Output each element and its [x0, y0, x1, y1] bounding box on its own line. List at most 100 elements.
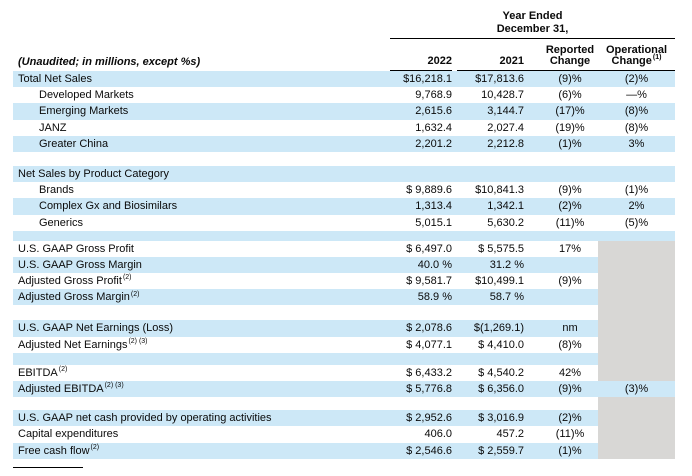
value-2022: 9,768.9	[390, 87, 452, 104]
footnote-marker: (2)	[90, 443, 100, 451]
footnote-marker: (2)	[122, 274, 132, 282]
value-2021: $10,499.1	[457, 273, 524, 290]
reported-change-value: (19)%	[524, 119, 598, 136]
column-gap	[452, 87, 457, 104]
value-2021	[457, 305, 524, 321]
value-2021: $ 2,559.7	[457, 442, 524, 459]
column-gap	[452, 289, 457, 306]
column-gap	[452, 151, 457, 166]
row-label: Adjusted Gross Profit(2)	[13, 273, 390, 290]
row-label: Complex Gx and Biosimilars	[13, 198, 390, 215]
table-row: Developed Markets 9,768.9 10,428.7 (6)% —%	[13, 87, 675, 104]
operational-change-value	[598, 165, 675, 183]
reported-change-value: (11)%	[524, 426, 598, 443]
value-2021: 1,342.1	[457, 198, 524, 215]
operational-change-value	[598, 256, 675, 274]
row-label: U.S. GAAP Gross Profit	[13, 240, 390, 257]
footnote-marker: (2) (3)	[104, 382, 124, 390]
reported-change-value: (1)%	[524, 135, 598, 152]
row-label: Net Sales by Product Category	[13, 165, 390, 183]
column-gap	[452, 71, 457, 88]
footnote-marker: (1)	[652, 54, 662, 62]
column-gap	[452, 256, 457, 274]
row-label: Developed Markets	[13, 87, 390, 104]
column-gap	[452, 119, 457, 136]
row-label: Adjusted Gross Margin(2)	[13, 289, 390, 306]
value-2022: $16,218.1	[390, 71, 452, 88]
value-2022: $ 9,581.7	[390, 273, 452, 290]
value-2021: $ 5,575.5	[457, 240, 524, 257]
value-2022	[390, 165, 452, 183]
operational-change-value: (3)%	[598, 381, 675, 398]
value-2021: $ 6,356.0	[457, 381, 524, 398]
table-row: Adjusted Gross Margin(2) 58.9 % 58.7 %	[13, 289, 675, 306]
operational-change-value: (8)%	[598, 103, 675, 120]
value-2022: 406.0	[390, 426, 452, 444]
table-row: Greater China 2,201.2 2,212.8 (1)% 3%	[13, 135, 675, 152]
table-row: Net Sales by Product Category	[13, 165, 675, 183]
row-label: Total Net Sales	[13, 71, 390, 88]
reported-change-value: (11)%	[524, 214, 598, 231]
operational-change-value: 3%	[598, 135, 675, 152]
december-31-label: December 31,	[496, 23, 569, 35]
operational-change-value: —%	[598, 87, 675, 104]
column-gap	[452, 198, 457, 215]
operational-change-value: (5)%	[598, 214, 675, 231]
table-row: Emerging Markets 2,615.6 3,144.7 (17)% (8)%	[13, 103, 675, 120]
reported-change-value	[524, 165, 598, 183]
operational-change-value	[598, 289, 675, 306]
operational-change-value	[598, 336, 675, 353]
row-label: Greater China	[13, 135, 390, 152]
column-header-row: (Unaudited; in millions, except %s) 2022…	[13, 39, 675, 71]
column-gap	[452, 410, 457, 427]
row-label: EBITDA(2)	[13, 364, 390, 381]
operational-change-value	[598, 426, 675, 443]
operational-change-value	[598, 364, 675, 381]
column-gap	[452, 182, 457, 199]
value-2022: $ 2,952.6	[390, 410, 452, 427]
value-2021: $10,841.3	[457, 182, 524, 199]
column-gap	[452, 397, 457, 411]
column-gap	[452, 442, 457, 459]
reported-change-value	[524, 151, 598, 166]
column-header-2021: 2021	[457, 56, 524, 71]
table-header: Year Ended December 31, (Unaudited; in m…	[13, 0, 675, 71]
table-row: Complex Gx and Biosimilars 1,313.4 1,342.1…	[13, 198, 675, 215]
table-row: Capital expenditures 406.0 457.2 (11)%	[13, 426, 675, 444]
value-2021: 2,212.8	[457, 135, 524, 152]
operational-change-value	[598, 352, 675, 365]
reported-change-value	[524, 397, 598, 411]
spacer-row	[13, 151, 675, 166]
reported-change-value: (9)%	[524, 71, 598, 88]
footnote-marker: (2)	[130, 290, 140, 298]
reported-change-value	[524, 256, 598, 274]
row-label: Capital expenditures	[13, 426, 390, 443]
column-gap	[452, 273, 457, 290]
reported-change-value: (17)%	[524, 103, 598, 120]
reported-change-value: (2)%	[524, 198, 598, 215]
underlined-value: 406.0	[394, 426, 452, 444]
column-gap	[452, 381, 457, 398]
row-label	[13, 151, 390, 166]
row-label: Brands	[13, 182, 390, 199]
table-row: U.S. GAAP Net Earnings (Loss) $ 2,078.6 $(…	[13, 320, 675, 337]
spacer-row	[13, 397, 675, 411]
operational-change-value	[598, 397, 675, 411]
value-2022: $ 5,776.8	[390, 381, 452, 398]
operational-change-value	[598, 305, 675, 321]
reported-change-value: (9)%	[524, 381, 598, 398]
row-label	[13, 397, 390, 411]
value-2021: 58.7 %	[457, 289, 524, 306]
spacer-row	[13, 352, 675, 365]
value-2021: 3,144.7	[457, 103, 524, 120]
reported-change-value: (6)%	[524, 87, 598, 104]
value-2022: $ 6,497.0	[390, 240, 452, 257]
value-2021: 2,027.4	[457, 119, 524, 136]
column-gap	[452, 240, 457, 257]
column-gap	[452, 135, 457, 152]
row-label: U.S. GAAP Gross Margin	[13, 256, 390, 274]
value-2021: $17,813.6	[457, 71, 524, 88]
row-label	[13, 230, 390, 241]
row-label	[13, 305, 390, 321]
table-row: Total Net Sales $16,218.1 $17,813.6 (9)% (2)…	[13, 71, 675, 88]
